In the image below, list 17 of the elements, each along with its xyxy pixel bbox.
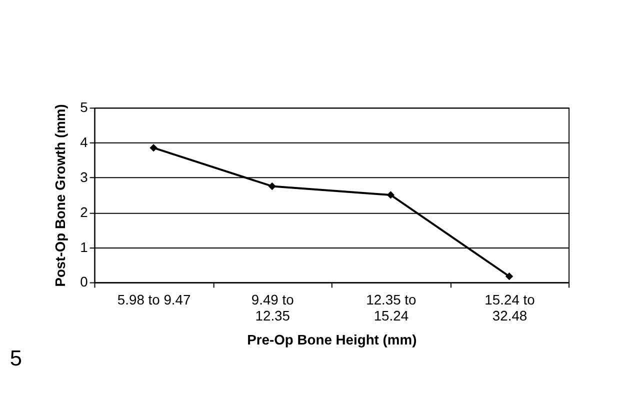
point — [386, 191, 395, 199]
y-tick-label: 2 — [80, 204, 88, 220]
y-tick-label: 0 — [80, 274, 88, 290]
y-tick-label: 1 — [80, 238, 88, 255]
point — [268, 182, 276, 190]
x-tick-label: 15.24 to 32.48 — [484, 292, 536, 324]
y-axis-title: Post-Op Bone Growth (mm) — [52, 104, 68, 287]
x-tick-label: 12.35 to 15.24 — [366, 292, 417, 324]
x-tick-label: 5.98 to 9.47 — [117, 292, 191, 308]
x-tick-label: 9.49 to 12.35 — [251, 292, 294, 324]
y-tick-label: 4 — [80, 134, 88, 150]
y-tick-label: 5 — [80, 99, 88, 116]
point — [505, 272, 514, 280]
y-tick-label: 3 — [80, 168, 88, 185]
x-axis-title: Pre-Op Bone Height (mm) — [247, 331, 417, 348]
text: 5 — [10, 346, 22, 371]
point — [150, 144, 158, 152]
